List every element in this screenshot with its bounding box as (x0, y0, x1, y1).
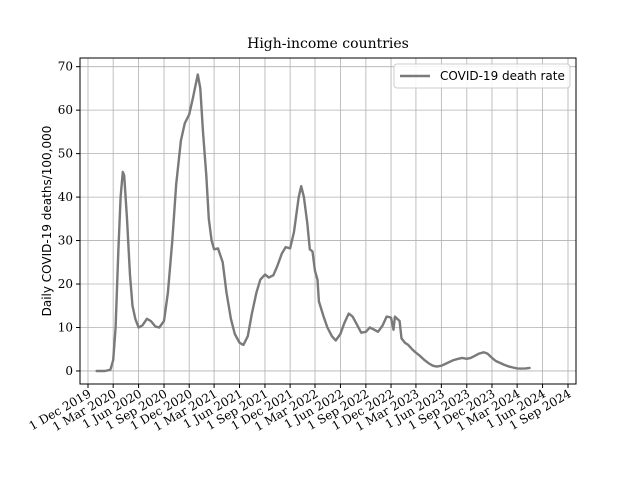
y-tick-label: 60 (58, 103, 73, 117)
y-axis: 0 10 20 30 40 50 60 70 (58, 60, 80, 378)
y-axis-label: Daily COVID-19 deaths/100,000 (40, 126, 54, 317)
chart-title: High-income countries (247, 36, 409, 52)
y-tick-label: 40 (58, 190, 73, 204)
grid (80, 58, 576, 384)
y-tick-label: 20 (58, 277, 73, 291)
legend: COVID-19 death rate (393, 63, 571, 89)
y-tick-label: 70 (58, 60, 73, 74)
plot-area-frame (79, 57, 577, 385)
y-tick-label: 10 (58, 320, 73, 334)
legend-label: COVID-19 death rate (440, 69, 565, 83)
legend-box (393, 63, 571, 89)
y-tick-label: 0 (65, 364, 73, 378)
y-tick-label: 50 (58, 147, 73, 161)
series-line (95, 73, 531, 373)
series-layer (95, 73, 531, 373)
y-tick-label: 30 (58, 234, 73, 248)
